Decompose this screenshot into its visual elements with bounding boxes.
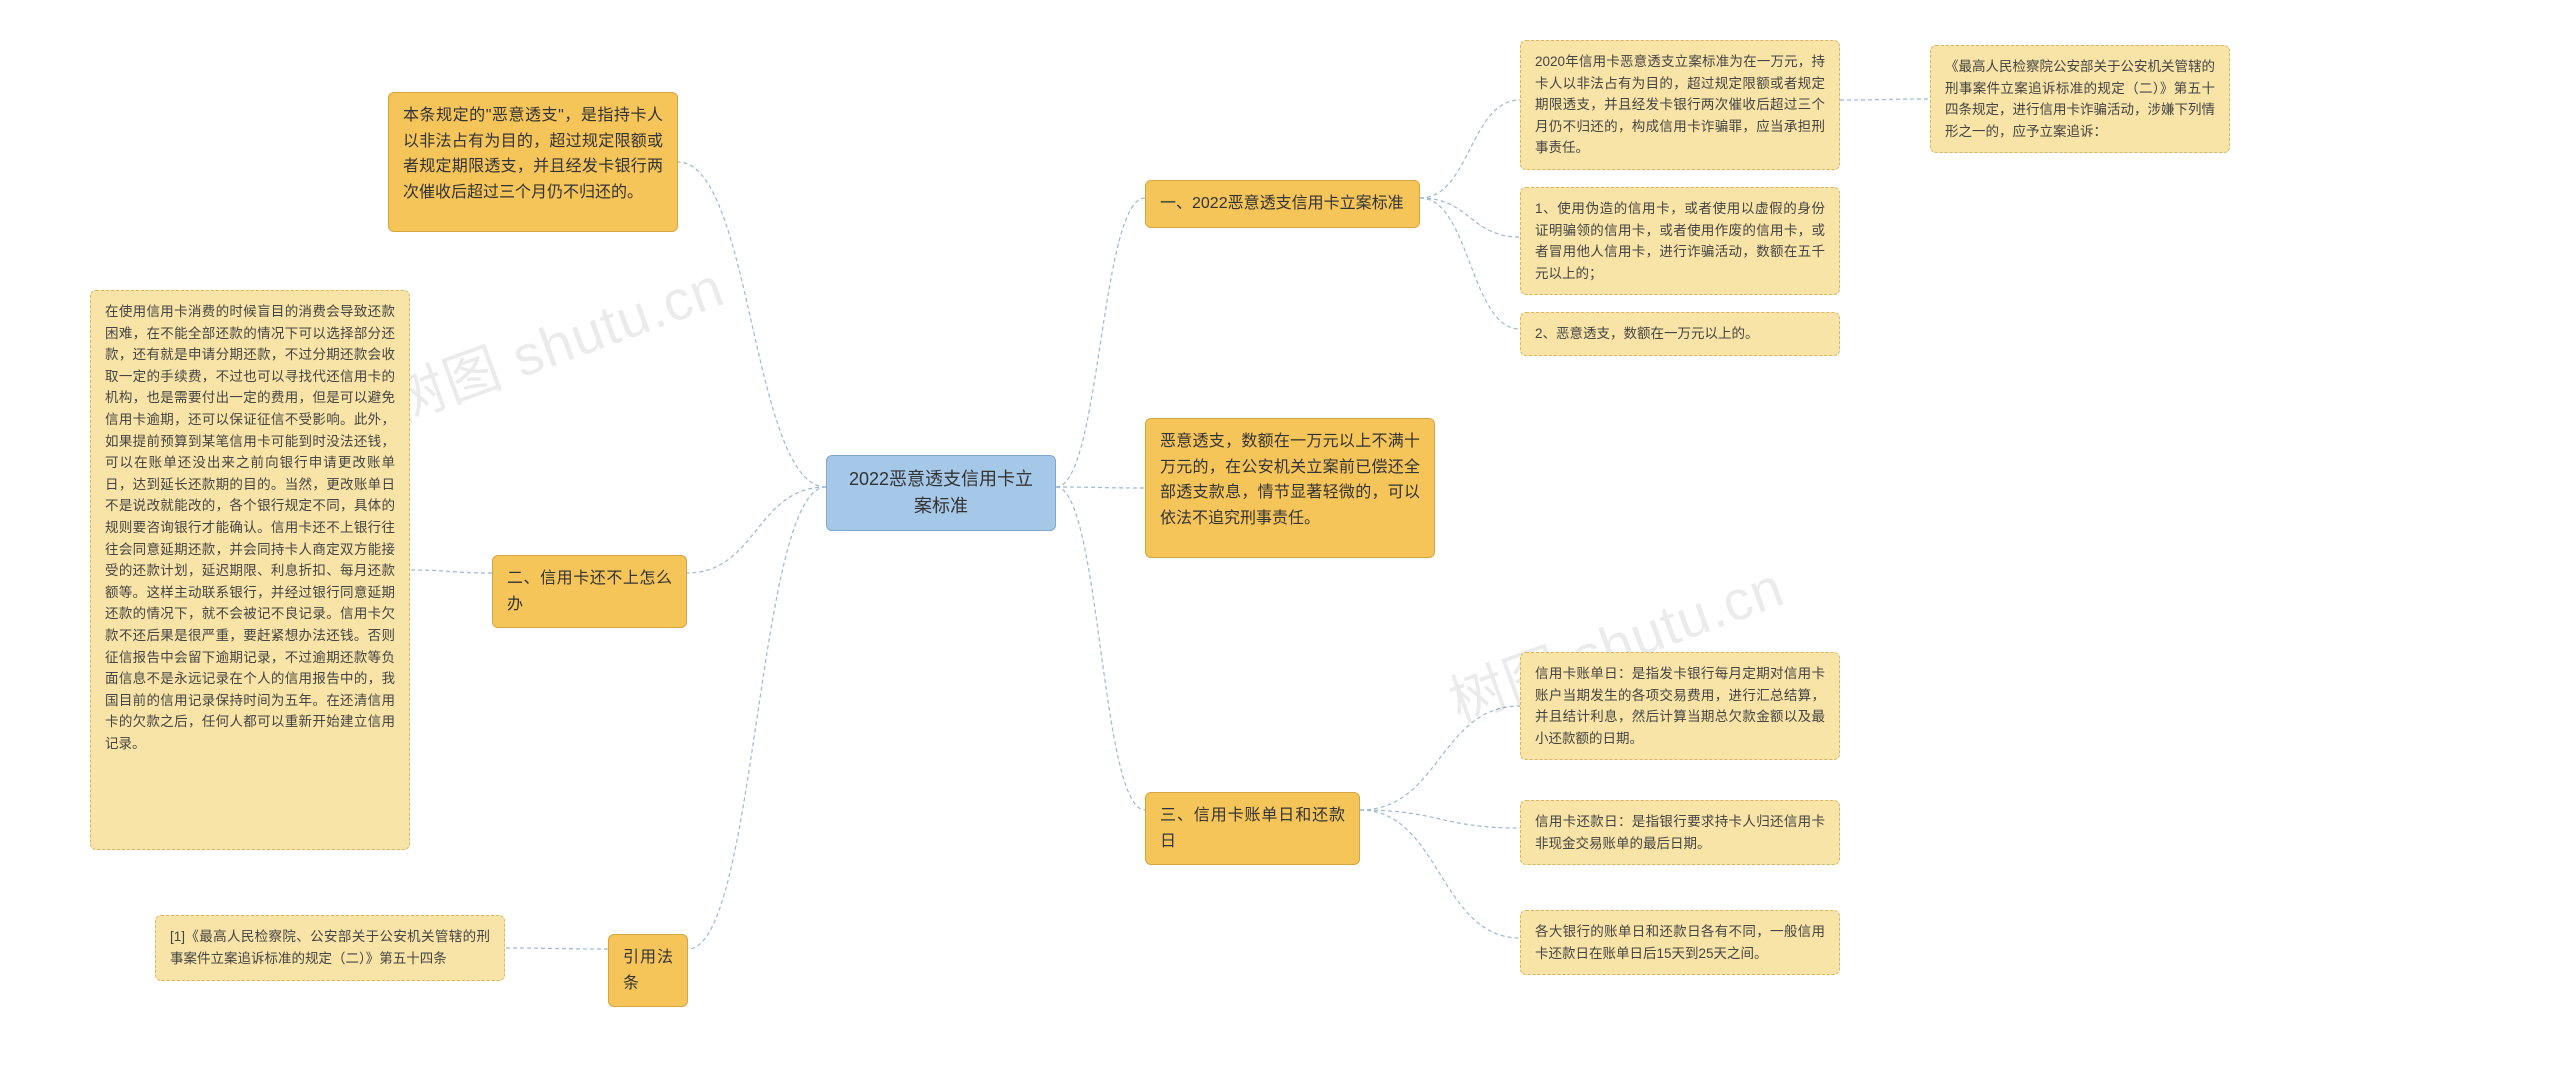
node-l_three_3: 各大银行的账单日和还款日各有不同，一般信用卡还款日在账单日后15天到25天之间。 [1520,910,1840,975]
node-l_one_2: 1、使用伪造的信用卡，或者使用以虚假的身份证明骗领的信用卡，或者使用作废的信用卡… [1520,187,1840,295]
node-l_cite: [1]《最高人民检察院、公安部关于公安机关管辖的刑事案件立案追诉标准的规定（二）… [155,915,505,981]
connector [1420,100,1520,198]
connector [1420,198,1520,329]
node-l_three_2: 信用卡还款日：是指银行要求持卡人归还信用卡非现金交易账单的最后日期。 [1520,800,1840,865]
connector [1360,810,1520,828]
connector [410,570,492,573]
node-root: 2022恶意透支信用卡立案标准 [826,455,1056,531]
node-b_mid_r: 恶意透支，数额在一万元以上不满十万元的，在公安机关立案前已偿还全部透支款息，情节… [1145,418,1435,558]
node-b_cite: 引用法条 [608,934,688,1007]
node-l_one_1a: 《最高人民检察院公安部关于公安机关管辖的刑事案件立案追诉标准的规定（二）》第五十… [1930,45,2230,153]
watermark: 树图 shutu.cn [377,243,734,439]
node-l_one_1: 2020年信用卡恶意透支立案标准为在一万元，持卡人以非法占有为目的，超过规定限额… [1520,40,1840,170]
node-l_one_3: 2、恶意透支，数额在一万元以上的。 [1520,312,1840,356]
node-l_two: 在使用信用卡消费的时候盲目的消费会导致还款困难，在不能全部还款的情况下可以选择部… [90,290,410,850]
connector [678,162,826,487]
connector [1420,198,1520,237]
node-b_three: 三、信用卡账单日和还款日 [1145,792,1360,865]
connector [688,487,826,949]
node-b_top_l: 本条规定的"恶意透支"，是指持卡人以非法占有为目的，超过规定限额或者规定期限透支… [388,92,678,232]
connector [1840,99,1930,100]
connector [505,948,608,949]
connector [1360,706,1520,810]
node-b_one: 一、2022恶意透支信用卡立案标准 [1145,180,1420,228]
connector [1056,487,1145,488]
node-l_three_1: 信用卡账单日：是指发卡银行每月定期对信用卡账户当期发生的各项交易费用，进行汇总结… [1520,652,1840,760]
connector [1056,198,1145,487]
connector [687,487,826,573]
node-b_two: 二、信用卡还不上怎么办 [492,555,687,628]
connector [1056,487,1145,810]
connector [1360,810,1520,938]
